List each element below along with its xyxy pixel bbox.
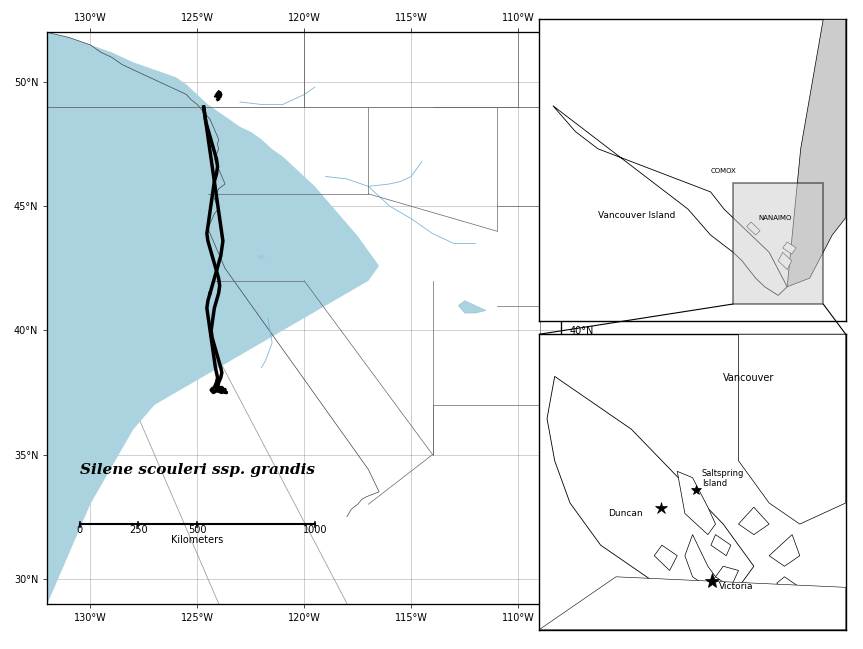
- Polygon shape: [777, 577, 800, 598]
- Polygon shape: [553, 106, 787, 295]
- Text: 1000: 1000: [303, 525, 327, 535]
- Polygon shape: [739, 508, 769, 535]
- Polygon shape: [769, 535, 800, 567]
- Text: Kilometers: Kilometers: [171, 535, 224, 545]
- Text: Duncan: Duncan: [608, 509, 643, 518]
- Polygon shape: [458, 300, 486, 313]
- Polygon shape: [654, 545, 677, 570]
- Polygon shape: [739, 334, 846, 524]
- Polygon shape: [547, 376, 754, 609]
- Text: COMOX: COMOX: [710, 168, 736, 174]
- Polygon shape: [677, 471, 715, 535]
- Polygon shape: [711, 535, 731, 556]
- Polygon shape: [746, 222, 760, 235]
- Text: 250: 250: [129, 525, 148, 535]
- Text: NANAIMO: NANAIMO: [759, 215, 792, 221]
- Bar: [733, 183, 823, 304]
- Polygon shape: [539, 577, 846, 630]
- Text: 0: 0: [77, 525, 83, 535]
- Polygon shape: [783, 242, 797, 254]
- Text: Silene scouleri ssp. grandis: Silene scouleri ssp. grandis: [79, 463, 314, 478]
- Polygon shape: [47, 32, 379, 604]
- Text: Victoria: Victoria: [719, 582, 753, 591]
- Text: 500: 500: [188, 525, 206, 535]
- Polygon shape: [685, 535, 715, 587]
- Polygon shape: [778, 252, 791, 269]
- Text: Vancouver: Vancouver: [723, 373, 775, 383]
- Text: Vancouver Island: Vancouver Island: [598, 211, 676, 220]
- Polygon shape: [214, 91, 222, 99]
- Polygon shape: [715, 567, 739, 587]
- Polygon shape: [259, 256, 263, 258]
- Text: Saltspring
Island: Saltspring Island: [702, 469, 744, 488]
- Polygon shape: [787, 19, 846, 287]
- Polygon shape: [217, 97, 220, 101]
